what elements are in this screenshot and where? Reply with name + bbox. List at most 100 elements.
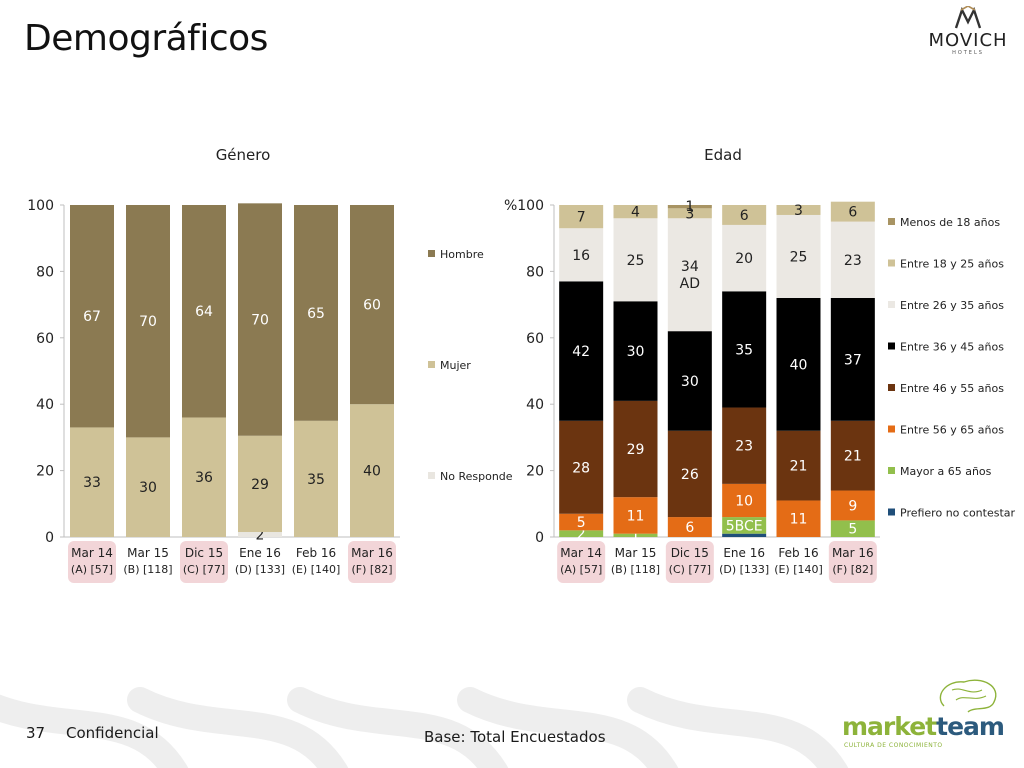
marketteam-wordmark: marketteam [842, 712, 1005, 741]
category-highlight [68, 541, 116, 583]
page-title: Demográficos [24, 18, 268, 59]
bar-segment [722, 483, 767, 518]
data-label: 3 [685, 206, 694, 222]
legend-label: Mayor a 65 años [900, 465, 992, 478]
legend-label: Menos de 18 años [900, 216, 1000, 229]
y-tick-label: 60 [36, 331, 54, 347]
bar-segment [238, 203, 282, 436]
data-label: 23 [735, 439, 753, 455]
bar-segment [667, 517, 712, 537]
category-label: Mar 14 [71, 546, 113, 560]
data-label: AD [680, 276, 700, 292]
data-label: 11 [627, 508, 645, 524]
legend-swatch [888, 508, 895, 516]
data-label: 40 [363, 464, 381, 480]
legend-swatch [428, 250, 435, 257]
bar-segment [350, 205, 394, 405]
y-tick-label: 60 [526, 331, 544, 347]
bar-segment [294, 205, 338, 421]
bar-segment [722, 205, 767, 225]
brand-subtitle: HOTELS [952, 50, 984, 56]
category-label: Mar 15 [127, 546, 169, 560]
data-label: 30 [627, 344, 645, 360]
y-tick-label: 20 [36, 464, 54, 480]
category-sublabel: (A) [57] [560, 563, 602, 576]
data-label: 65 [307, 306, 325, 322]
data-label: 35 [307, 472, 325, 488]
data-label: 37 [844, 352, 862, 368]
bar-segment [350, 404, 394, 537]
y-tick-label: 20 [526, 464, 544, 480]
bar-segment [613, 400, 658, 498]
data-label: 35 [735, 342, 753, 358]
movich-emblem-icon [954, 5, 982, 29]
legend-swatch [888, 342, 895, 350]
category-label: Mar 15 [615, 546, 657, 560]
data-label: 25 [627, 253, 645, 269]
bar-segment [667, 218, 712, 332]
bar-segment [722, 533, 767, 537]
data-label: 20 [735, 251, 753, 267]
bar-segment [613, 301, 658, 401]
chart-title: Género [216, 146, 271, 164]
data-label: 10 [735, 493, 753, 509]
category-label: Mar 14 [560, 546, 602, 560]
y-tick-label: 0 [535, 530, 544, 546]
data-label: 30 [681, 374, 699, 390]
data-label: 34 [681, 259, 699, 275]
data-label: 1 [685, 199, 694, 215]
category-sublabel: (E) [140] [774, 563, 823, 576]
legend-label: Prefiero no contestar [900, 507, 1016, 520]
bar-segment [559, 205, 604, 229]
legend-label: Entre 46 y 55 años [900, 382, 1004, 395]
data-label: 7 [577, 210, 586, 226]
brain-icon [939, 679, 997, 713]
category-label: Ene 16 [723, 546, 765, 560]
category-highlight [665, 541, 714, 583]
category-highlight [348, 541, 396, 583]
category-label: Feb 16 [296, 546, 336, 560]
data-label: 9 [848, 498, 857, 514]
category-sublabel: (B) [118] [611, 563, 660, 576]
data-label: 11 [790, 512, 808, 528]
data-label: 25 [790, 249, 808, 265]
bar-segment [667, 331, 712, 431]
category-label: Ene 16 [239, 546, 281, 560]
data-label: 6 [740, 208, 749, 224]
marketteam-tagline: CULTURA DE CONOCIMIENTO [844, 742, 943, 749]
data-label: 1 [631, 528, 640, 544]
data-label: 42 [572, 344, 590, 360]
data-label: 29 [627, 442, 645, 458]
category-label: Dic 15 [185, 546, 223, 560]
data-label: 21 [844, 449, 862, 465]
bar-segment [667, 208, 712, 219]
category-sublabel: (B) [118] [123, 563, 172, 576]
legend-label: Mujer [440, 359, 471, 372]
category-sublabel: (A) [57] [71, 563, 113, 576]
bar-segment [182, 417, 226, 537]
bar-segment [830, 490, 875, 521]
bar-segment [830, 297, 875, 421]
marketteam-word-b: team [936, 712, 1005, 741]
bar-segment [776, 214, 821, 298]
legend-swatch [888, 425, 895, 433]
legend-swatch [428, 472, 435, 479]
y-tick-label: 100 [27, 198, 54, 214]
legend-swatch [888, 301, 895, 308]
y-tick-label: %100 [504, 198, 544, 214]
legend-label: Entre 56 y 65 años [900, 424, 1004, 437]
confidential-label: Confidencial [66, 724, 159, 742]
bar-segment [667, 430, 712, 518]
category-label: Mar 16 [832, 546, 874, 560]
bar-segment [613, 497, 658, 534]
bar-segment [70, 427, 114, 537]
bar-segment [722, 517, 767, 534]
data-label: 6 [685, 520, 694, 536]
bar-segment [667, 205, 712, 209]
legend-swatch [428, 361, 435, 368]
legend-swatch [888, 467, 895, 474]
legend-swatch [888, 218, 895, 225]
bar-segment [830, 420, 875, 491]
